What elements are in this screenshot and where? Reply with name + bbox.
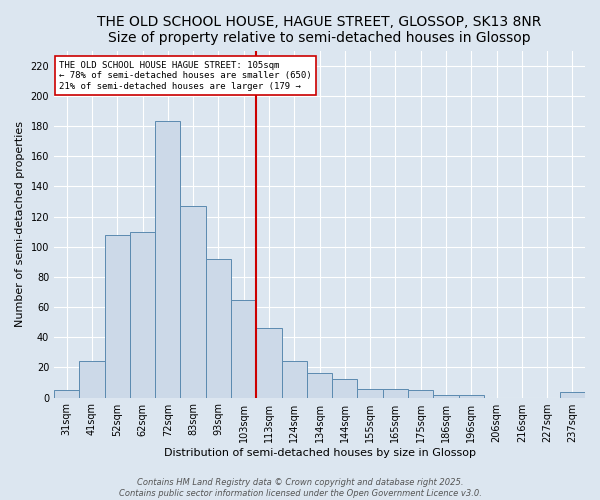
Bar — [332, 380, 358, 398]
Bar — [281, 362, 307, 398]
Bar — [130, 232, 155, 398]
Bar — [358, 388, 383, 398]
Text: Contains HM Land Registry data © Crown copyright and database right 2025.
Contai: Contains HM Land Registry data © Crown c… — [119, 478, 481, 498]
Bar — [383, 388, 408, 398]
Bar — [408, 390, 433, 398]
Bar — [231, 300, 256, 398]
Bar — [79, 362, 104, 398]
Text: THE OLD SCHOOL HOUSE HAGUE STREET: 105sqm
← 78% of semi-detached houses are smal: THE OLD SCHOOL HOUSE HAGUE STREET: 105sq… — [59, 61, 312, 90]
Bar — [307, 374, 332, 398]
Bar — [206, 259, 231, 398]
Bar — [256, 328, 281, 398]
Title: THE OLD SCHOOL HOUSE, HAGUE STREET, GLOSSOP, SK13 8NR
Size of property relative : THE OLD SCHOOL HOUSE, HAGUE STREET, GLOS… — [97, 15, 542, 45]
Bar — [155, 122, 181, 398]
Bar — [104, 234, 130, 398]
Bar — [54, 390, 79, 398]
Bar — [433, 394, 458, 398]
X-axis label: Distribution of semi-detached houses by size in Glossop: Distribution of semi-detached houses by … — [164, 448, 476, 458]
Y-axis label: Number of semi-detached properties: Number of semi-detached properties — [15, 121, 25, 327]
Bar — [560, 392, 585, 398]
Bar — [458, 394, 484, 398]
Bar — [181, 206, 206, 398]
